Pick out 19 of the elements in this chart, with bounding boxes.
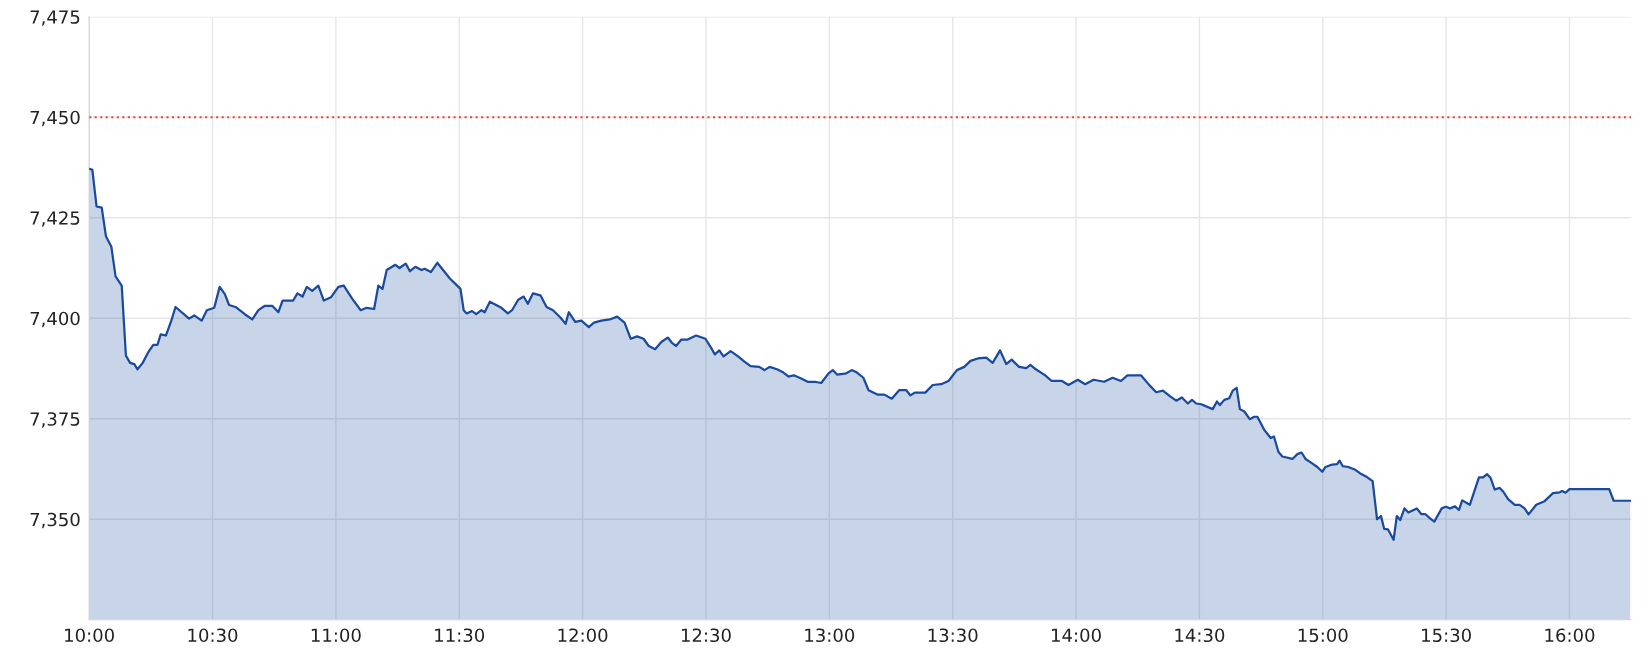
y-tick-label: 7,450: [30, 110, 80, 127]
x-tick-label: 11:00: [311, 628, 361, 643]
x-tick-label: 13:30: [928, 628, 978, 643]
x-tick-label: 15:00: [1298, 628, 1348, 643]
x-tick-label: 10:00: [65, 628, 114, 643]
y-tick-label: 7,400: [30, 311, 80, 328]
x-tick-label: 15:30: [1422, 628, 1471, 643]
x-tick-label: 14:30: [1175, 628, 1225, 643]
x-tick-label: 11:30: [435, 628, 485, 643]
x-tick-label: 14:00: [1052, 628, 1101, 643]
y-tick-label: 7,375: [30, 412, 80, 428]
x-tick-label: 12:30: [681, 628, 731, 643]
x-tick-label: 16:00: [1545, 628, 1595, 643]
y-tick-label: 7,475: [30, 10, 80, 26]
y-tick-label: 7,425: [30, 211, 80, 227]
x-tick-label: 12:00: [558, 628, 608, 643]
y-tick-label: 7,350: [30, 512, 80, 529]
x-tick-label: 13:00: [805, 628, 855, 643]
x-tick-label: 10:30: [188, 628, 238, 643]
